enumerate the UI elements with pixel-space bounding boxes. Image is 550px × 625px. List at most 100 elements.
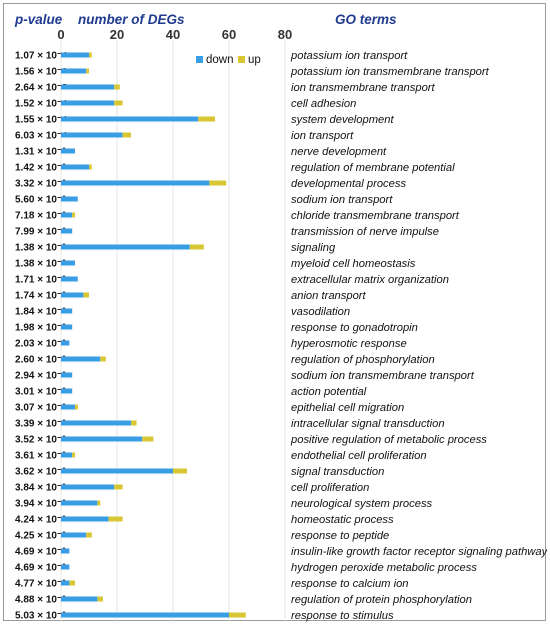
go-term-label: anion transport [291,290,367,302]
gridlines [60,40,286,622]
bar-down [61,292,84,298]
chart-row: 1.42 × 10⁻³ regulation of membrane potent… [15,162,455,174]
pvalue-label: 2.64 × 10⁻⁵ [15,83,67,94]
pvalue-label: 1.07 × 10⁻⁴ [15,51,67,62]
chart-row: 1.38 × 10⁻² myeloid cell homeostasis [15,258,416,270]
go-term-label: cell proliferation [291,482,369,494]
legend-label-down: down [206,54,234,66]
go-term-label: homeostatic process [291,514,394,526]
chart-row: 1.38 × 10⁻² signaling [15,242,336,254]
go-term-label: potassium ion transmembrane transport [290,66,490,78]
pvalue-label: 2.03 × 10⁻² [15,339,66,350]
bar-up [97,500,101,506]
pvalue-label: 3.32 × 10⁻³ [15,179,66,190]
bar-up [114,100,123,106]
legend-label-up: up [248,54,261,66]
pvalue-label: 1.38 × 10⁻² [15,259,66,270]
pvalue-label: 1.71 × 10⁻² [15,275,66,286]
pvalue-label: 1.56 × 10⁻⁶ [15,67,67,78]
pvalue-label: 1.42 × 10⁻³ [15,163,66,174]
legend-swatch-down [196,56,203,63]
go-term-label: hyperosmotic response [291,338,407,350]
pvalue-label: 4.25 × 10⁻² [15,531,66,542]
pvalue-label: 3.52 × 10⁻² [15,435,66,446]
pvalue-label: 1.84 × 10⁻² [15,307,66,318]
bar-down [61,52,89,58]
count-header: number of DEGs [78,12,185,27]
go-term-label: ion transmembrane transport [291,82,436,94]
chart-row: 5.03 × 10⁻² response to stimulus [15,610,394,622]
bar-down [61,324,73,330]
pvalue-label: 4.69 × 10⁻² [15,547,66,558]
bar-down [61,212,73,218]
bar-down [61,420,131,426]
go-term-label: potassium ion transport [290,50,408,62]
pvalue-label: 3.84 × 10⁻² [15,483,66,494]
go-term-label: regulation of phosphorylation [291,354,435,366]
go-term-label: transmission of nerve impulse [291,226,439,238]
bar-up [114,484,123,490]
pvalue-label: 2.60 × 10⁻² [15,355,66,366]
pvalue-label: 3.01 × 10⁻² [15,387,66,398]
bar-up [229,612,246,618]
bar-down [61,276,78,282]
bar-up [69,580,75,586]
go-term-label: sodium ion transmembrane transport [291,370,475,382]
go-term-label: extracellular matrix organization [291,274,449,286]
go-enrichment-chart: p-value number of DEGs GO terms 0 20 40 60 8… [14,12,547,622]
chart-row: 3.32 × 10⁻³ developmental process [15,178,406,190]
chart-row: 3.94 × 10⁻² neurological system process [15,498,433,510]
bar-down [61,612,229,618]
bar-up [131,420,137,426]
go-term-label: insulin-like growth factor receptor sign… [291,546,547,558]
chart-row: 2.60 × 10⁻² regulation of phosphorylation [15,354,435,366]
chart-row: 2.03 × 10⁻² hyperosmotic response [15,338,407,350]
pvalue-label: 5.03 × 10⁻² [15,611,66,622]
go-term-label: vasodilation [291,306,350,318]
chart-row: 3.07 × 10⁻² epithelial cell migration [15,402,404,414]
bar-down [61,500,98,506]
bar-up [209,180,227,186]
bar-down [61,340,70,346]
go-term-label: nerve development [291,146,387,158]
bar-up [89,52,92,58]
bar-up [189,244,204,250]
bar-down [61,516,109,522]
bar-down [61,180,210,186]
chart-row: 3.01 × 10⁻² action potential [15,386,367,398]
pvalue-label: 6.03 × 10⁻⁴ [15,131,67,142]
bar-down [61,228,73,234]
pvalue-label: 7.99 × 10⁻³ [15,227,66,238]
bar-down [61,548,70,554]
chart-row: 4.25 × 10⁻² response to peptide [15,530,389,542]
go-term-label: ion transport [291,130,354,142]
bar-down [61,68,87,74]
chart-row: 4.69 × 10⁻² insulin-like growth factor re… [15,546,547,558]
pvalue-label: 3.61 × 10⁻² [15,451,66,462]
chart-row: 1.31 × 10⁻³ nerve development [15,146,387,158]
go-term-label: positive regulation of metabolic process [290,434,487,446]
bar-up [198,116,215,122]
bar-down [61,244,190,250]
bar-up [100,356,106,362]
figure-frame: p-value number of DEGs GO terms 0 20 40 60 8… [3,3,547,622]
chart-row: 4.24 × 10⁻² homeostatic process [15,514,394,526]
bar-up [86,68,89,74]
bar-down [61,260,75,266]
bar-down [61,356,101,362]
go-term-label: intracellular signal transduction [291,418,445,430]
chart-row: 7.18 × 10⁻³ chloride transmembrane transp… [15,210,460,222]
x-tick-label: 60 [222,27,236,42]
bar-up [72,212,75,218]
x-tick-label: 20 [110,27,124,42]
chart-row: 2.64 × 10⁻⁵ ion transmembrane transport [15,82,436,94]
pvalue-label: 3.39 × 10⁻² [15,419,66,430]
bar-down [61,196,78,202]
pvalue-label: 1.98 × 10⁻² [15,323,66,334]
bar-up [89,164,92,170]
go-term-label: chloride transmembrane transport [291,210,460,222]
bar-up [86,532,92,538]
bar-up [173,468,187,474]
bar-down [61,484,115,490]
bar-up [114,84,120,90]
